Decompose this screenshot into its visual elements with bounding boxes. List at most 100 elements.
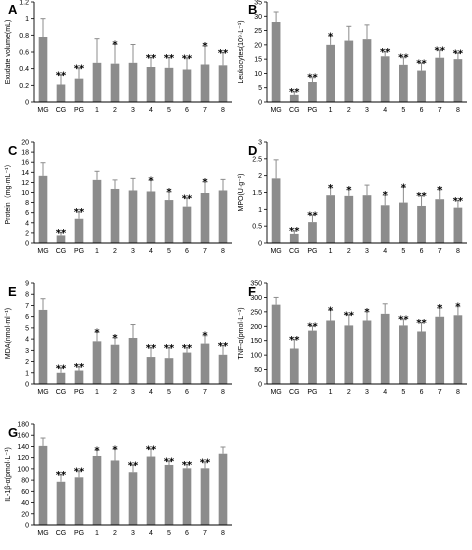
bar — [200, 193, 210, 243]
significance-mark: ** — [200, 458, 211, 469]
y-tick-label: 350 — [250, 281, 262, 288]
bar — [362, 39, 372, 102]
y-tick-label: 6 — [25, 210, 29, 217]
significance-mark: * — [202, 177, 208, 188]
x-tick-label: 8 — [456, 389, 460, 396]
bar — [289, 348, 299, 384]
bar — [92, 179, 102, 243]
significance-mark: ** — [146, 444, 157, 455]
bar — [344, 325, 354, 384]
y-tick-label: 0.2 — [19, 83, 29, 90]
significance-mark: * — [202, 331, 208, 342]
y-tick-label: 1 — [25, 16, 29, 23]
x-tick-label: CG — [56, 530, 67, 537]
x-tick-label: MG — [270, 248, 281, 255]
bar — [218, 453, 228, 525]
bar — [200, 343, 210, 384]
chart-panel-g: G IL-1β-α(pmol·L⁻¹) 0 20 40 60 80 100 120 140 160 1… — [5, 422, 232, 537]
x-tick-label: 7 — [203, 530, 207, 537]
y-tick-label: 0.4 — [19, 66, 29, 73]
significance-mark: ** — [146, 53, 157, 64]
bar — [362, 195, 372, 243]
y-tick-label: 100 — [250, 353, 262, 360]
bar — [289, 233, 299, 243]
y-tick-label: 1.5 — [252, 190, 262, 197]
x-tick-label: MG — [37, 389, 48, 396]
x-tick-label: PG — [74, 248, 84, 255]
bar — [146, 191, 156, 243]
bar — [308, 82, 317, 102]
bar — [308, 330, 317, 384]
bar — [200, 64, 210, 102]
significance-mark: * — [328, 31, 334, 42]
panel-label: A — [8, 2, 18, 17]
y-tick-label: 140 — [17, 444, 29, 451]
y-tick-label: 9 — [25, 281, 29, 288]
x-tick-label: 6 — [185, 248, 189, 255]
x-tick-label: PG — [74, 389, 84, 396]
x-tick-label: 6 — [420, 107, 424, 114]
y-tick-label: 160 — [17, 433, 29, 440]
significance-mark: ** — [434, 46, 445, 57]
x-tick-label: 6 — [185, 530, 189, 537]
bar — [399, 64, 408, 102]
y-tick-label: 1.2 — [19, 0, 29, 7]
x-tick-label: 4 — [383, 107, 387, 114]
y-tick-label: 2 — [258, 173, 262, 180]
significance-mark: ** — [56, 470, 67, 481]
significance-mark: ** — [289, 335, 300, 346]
significance-mark: ** — [289, 226, 300, 237]
y-tick-label: 3 — [258, 140, 262, 147]
y-tick-label: 10 — [254, 71, 262, 78]
significance-mark: ** — [289, 87, 300, 98]
x-tick-label: 2 — [113, 107, 117, 114]
panel-label: F — [248, 284, 256, 299]
significance-mark: ** — [398, 315, 409, 326]
y-tick-label: 80 — [21, 478, 29, 485]
bar — [435, 199, 445, 243]
significance-mark: ** — [74, 362, 85, 373]
significance-mark: ** — [164, 457, 175, 468]
y-tick-label: 30 — [254, 14, 262, 21]
x-tick-label: 8 — [221, 530, 225, 537]
y-tick-label: 15 — [254, 57, 262, 64]
x-tick-label: PG — [74, 107, 84, 114]
significance-mark: * — [383, 190, 389, 201]
bar — [182, 206, 192, 243]
significance-mark: ** — [74, 64, 85, 75]
bar — [380, 313, 390, 384]
x-tick-label: 2 — [113, 389, 117, 396]
significance-mark: * — [346, 185, 352, 196]
x-tick-label: 4 — [149, 107, 153, 114]
bar — [128, 190, 138, 243]
y-tick-label: 16 — [21, 160, 29, 167]
x-tick-label: MG — [270, 389, 281, 396]
x-tick-label: 5 — [167, 530, 171, 537]
x-tick-label: 7 — [438, 248, 442, 255]
significance-mark: * — [455, 302, 461, 313]
bar — [182, 468, 192, 525]
y-tick-label: 18 — [21, 150, 29, 157]
significance-mark: ** — [307, 321, 318, 332]
significance-mark: ** — [56, 228, 67, 239]
bar — [56, 372, 66, 384]
panel-label: E — [8, 284, 17, 299]
bar — [380, 56, 390, 102]
x-tick-label: PG — [307, 248, 317, 255]
y-tick-label: 7 — [25, 303, 29, 310]
x-tick-label: 4 — [149, 530, 153, 537]
significance-mark: * — [401, 182, 407, 193]
bar — [362, 320, 372, 384]
x-tick-label: 8 — [221, 389, 225, 396]
x-tick-label: PG — [74, 530, 84, 537]
bar — [289, 94, 299, 102]
y-tick-label: 5 — [25, 325, 29, 332]
y-tick-label: 6 — [25, 314, 29, 321]
x-tick-label: 5 — [167, 389, 171, 396]
x-tick-label: 7 — [438, 107, 442, 114]
significance-mark: ** — [453, 196, 464, 207]
x-tick-label: CG — [56, 107, 67, 114]
significance-mark: ** — [146, 343, 157, 354]
